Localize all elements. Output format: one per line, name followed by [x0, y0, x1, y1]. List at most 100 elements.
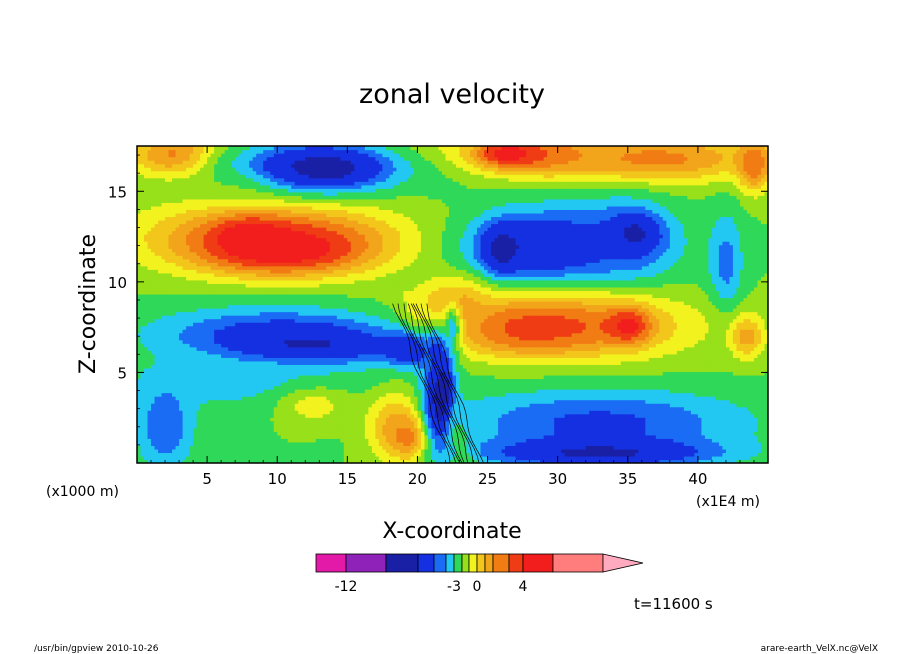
field-cell: [547, 410, 552, 415]
field-cell: [617, 403, 622, 408]
field-cell: [392, 378, 398, 383]
field-cell: [238, 424, 243, 429]
field-cell: [182, 434, 187, 439]
field-cell: [477, 455, 482, 461]
field-cell: [158, 455, 163, 461]
field-cell: [326, 431, 331, 436]
field-cell: [329, 389, 334, 394]
field-cell: [746, 434, 752, 439]
field-cell: [736, 392, 741, 397]
field-cell: [147, 406, 152, 411]
field-cell: [217, 434, 222, 439]
field-cell: [564, 427, 569, 432]
field-cell: [399, 371, 405, 376]
field-cell: [417, 406, 422, 411]
field-cell: [207, 420, 212, 425]
field-cell: [648, 399, 653, 404]
field-cell: [350, 427, 355, 432]
field-cell: [596, 441, 601, 446]
field-cell: [477, 367, 482, 373]
field-cell: [434, 431, 440, 436]
field-cell: [708, 448, 713, 454]
field-cell: [512, 438, 517, 443]
field-cell: [669, 441, 674, 446]
field-cell: [508, 385, 513, 390]
field-cell: [252, 455, 257, 461]
field-cell: [631, 389, 636, 394]
field-cell: [357, 420, 362, 425]
field-cell: [582, 459, 587, 463]
field-cell: [694, 410, 699, 415]
field-cell: [256, 445, 261, 450]
field-cell: [172, 424, 177, 429]
field-cell: [140, 392, 145, 397]
field-cell: [547, 459, 552, 463]
field-cell: [585, 427, 590, 432]
field-cell: [266, 389, 271, 394]
field-cell: [340, 378, 345, 383]
field-cell: [189, 381, 194, 387]
field-cell: [585, 417, 590, 422]
field-cell: [259, 403, 264, 408]
field-cell: [410, 417, 415, 422]
field-cell: [494, 417, 499, 422]
field-cell: [683, 396, 688, 401]
field-cell: [540, 424, 545, 429]
field-cell: [140, 396, 145, 401]
field-cell: [312, 434, 317, 439]
field-cell: [589, 417, 594, 422]
field-cell: [683, 406, 688, 411]
field-cell: [610, 438, 615, 443]
field-cell: [715, 367, 720, 373]
field-cell: [420, 438, 426, 443]
field-cell: [413, 371, 419, 376]
field-cell: [690, 392, 695, 397]
field-cell: [694, 417, 699, 422]
field-cell: [536, 431, 541, 436]
field-cell: [273, 406, 278, 411]
field-cell: [329, 417, 334, 422]
field-cell: [543, 441, 548, 446]
field-cell: [634, 420, 639, 425]
field-cell: [494, 396, 499, 401]
field-cell: [617, 374, 622, 380]
field-cell: [711, 448, 717, 454]
field-cell: [655, 399, 660, 404]
field-cell: [543, 413, 548, 418]
field-cell: [203, 413, 208, 418]
field-cell: [718, 417, 724, 422]
field-cell: [375, 396, 380, 401]
field-cell: [413, 403, 419, 408]
field-cell: [154, 448, 159, 454]
field-cell: [648, 417, 653, 422]
field-cell: [165, 424, 170, 429]
field-cell: [343, 378, 348, 383]
field-cell: [168, 410, 173, 415]
field-cell: [277, 417, 282, 422]
field-cell: [214, 403, 219, 408]
field-cell: [722, 424, 727, 429]
field-cell: [200, 417, 205, 422]
field-cell: [722, 455, 727, 461]
field-cell: [655, 371, 660, 376]
field-cell: [438, 381, 443, 387]
field-cell: [196, 406, 201, 411]
field-cell: [564, 413, 569, 418]
field-cell: [322, 396, 327, 401]
field-cell: [385, 364, 390, 369]
field-cell: [287, 452, 292, 457]
field-cell: [648, 424, 653, 429]
field-cell: [375, 448, 380, 454]
field-cell: [137, 431, 142, 436]
field-cell: [333, 399, 338, 404]
field-cell: [578, 392, 583, 397]
field-cell: [270, 399, 275, 404]
field-cell: [568, 413, 573, 418]
field-cell: [179, 448, 184, 454]
field-cell: [238, 459, 243, 463]
field-cell: [526, 374, 531, 380]
field-cell: [603, 438, 608, 443]
field-cell: [582, 374, 587, 380]
field-cell: [522, 396, 527, 401]
field-cell: [392, 403, 398, 408]
